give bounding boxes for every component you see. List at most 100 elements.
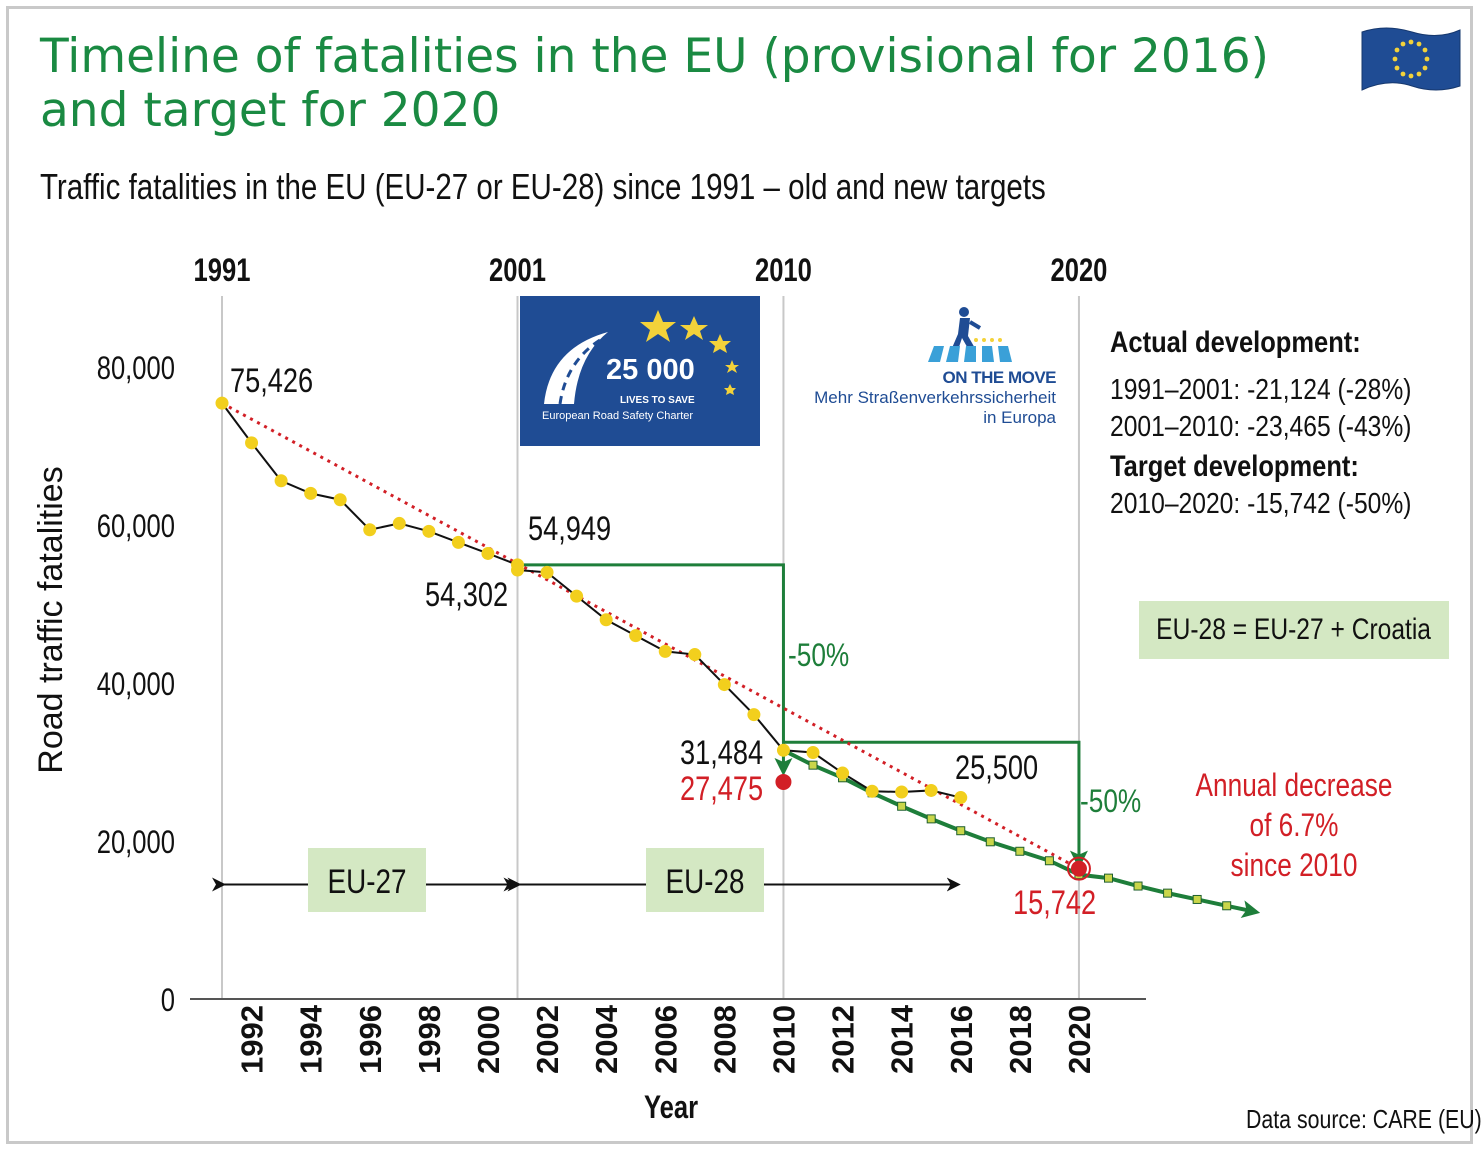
- eu28-point-2005: [629, 629, 643, 643]
- step-arrow-2001-2010: [517, 563, 793, 776]
- eu27-label-box: [308, 848, 426, 912]
- chart-subtitle: Traffic fatalities in the EU (EU-27 or E…: [40, 166, 1046, 207]
- x-tick-label-1998: 1998: [412, 1005, 447, 1074]
- actual-heading: Actual development:: [1110, 326, 1361, 359]
- x-tick-label-2016: 2016: [944, 1005, 979, 1074]
- eu28-point-2008: [717, 678, 731, 692]
- eu27-point-2000: [481, 546, 495, 560]
- eu28-label-box: [646, 848, 764, 912]
- eu27-point-1999: [451, 535, 465, 549]
- eu28-point-2003: [570, 589, 584, 603]
- eu27-point-1994: [304, 486, 318, 500]
- eu28-label: EU-28: [666, 862, 745, 900]
- eu28-point-2014: [895, 785, 909, 799]
- target-point-2017: [985, 837, 995, 847]
- eu28-point-2016: [954, 791, 968, 805]
- eu27-point-1991: [215, 396, 229, 410]
- on-the-move-line1: Mehr Straßenverkehrssicherheit: [814, 388, 1056, 407]
- logo-tagline: LIVES TO SAVE: [620, 395, 695, 406]
- eu28-point-2013: [865, 784, 879, 798]
- target-point-2023: [1163, 888, 1173, 898]
- eu27-point-1997: [392, 516, 406, 530]
- top-year-label-2020: 2020: [1050, 253, 1107, 288]
- target-point-2025: [1222, 901, 1232, 911]
- eu27-point-1993: [274, 474, 288, 488]
- eu28-point-2015: [924, 783, 938, 797]
- annual-decrease-line-3: since 2010: [1231, 849, 1358, 884]
- x-tick-label-2018: 2018: [1003, 1005, 1038, 1074]
- eu28-point-2007: [688, 648, 702, 662]
- x-tick-label-1994: 1994: [294, 1004, 329, 1074]
- target-point-2018: [1015, 846, 1025, 856]
- y-tick-label-80000: 80,000: [97, 351, 175, 386]
- step1-label: -50%: [788, 639, 849, 674]
- label-54949: 54,949: [528, 509, 611, 548]
- eu27-point-1996: [363, 523, 377, 537]
- logo-charter: European Road Safety Charter: [542, 410, 694, 422]
- x-tick-label-2010: 2010: [766, 1005, 801, 1074]
- logo-number: 25 000: [606, 354, 695, 386]
- y-tick-label-60000: 60,000: [97, 509, 175, 544]
- eu27-point-1998: [422, 524, 436, 538]
- target-heading: Target development:: [1110, 450, 1359, 483]
- eu28-point-2011: [806, 746, 820, 760]
- x-tick-label-1996: 1996: [353, 1005, 388, 1074]
- target-point-2016: [956, 826, 966, 836]
- red-point-2020: [1070, 860, 1087, 877]
- on-the-move-brand: ON THE MOVE: [942, 368, 1056, 387]
- eu28-point-2012: [836, 766, 850, 780]
- x-tick-label-2012: 2012: [826, 1005, 861, 1074]
- step2-label: -50%: [1080, 785, 1141, 820]
- x-tick-label-2014: 2014: [885, 1004, 920, 1074]
- road-icon: [544, 310, 739, 405]
- target-point-2011: [808, 760, 818, 770]
- pedestrian-crossing-icon: [928, 307, 1012, 362]
- x-axis-title: Year: [644, 1090, 698, 1125]
- linear-trend-line: [221, 401, 1080, 870]
- top-year-label-2001: 2001: [489, 253, 546, 288]
- data-source: Data source: CARE (EU): [1246, 1104, 1482, 1134]
- label-25500: 25,500: [955, 748, 1038, 787]
- x-tick-label-2008: 2008: [707, 1005, 742, 1074]
- actual-row-1: 1991–2001: -21,124 (-28%): [1110, 374, 1412, 406]
- x-tick-label-2000: 2000: [471, 1005, 506, 1074]
- y-tick-label-0: 0: [161, 983, 175, 1018]
- chart-frame: [6, 6, 1473, 1144]
- target-point-2019: [1044, 856, 1054, 866]
- y-axis-title: Road traffic fatalities: [32, 466, 70, 773]
- top-year-label-1991: 1991: [194, 253, 251, 288]
- on-the-move-line2: in Europa: [983, 408, 1056, 427]
- eu27-label: EU-27: [328, 862, 407, 900]
- eu-flag-icon: [1361, 27, 1461, 91]
- x-tick-label-2020: 2020: [1062, 1005, 1097, 1074]
- development-panel: Actual development: 1991–2001: -21,124 (…: [1110, 326, 1465, 521]
- road-safety-charter-logo: 25 000 LIVES TO SAVE European Road Safet…: [520, 296, 760, 446]
- x-tick-label-2002: 2002: [530, 1005, 565, 1074]
- eu28-point-2002: [540, 565, 554, 579]
- top-year-label-2010: 2010: [755, 253, 812, 288]
- eu28-point-2009: [747, 708, 761, 722]
- eu28-point-2010: [776, 743, 790, 757]
- annual-decrease-line-2: of 6.7%: [1250, 809, 1339, 844]
- annual-decrease-line-1: Annual decrease: [1196, 769, 1393, 804]
- target-row-1: 2010–2020: -15,742 (-50%): [1110, 488, 1412, 520]
- eu28-note: EU-28 = EU-27 + Croatia: [1139, 601, 1449, 659]
- step-arrow-2010-2020: [783, 740, 1088, 869]
- target-point-2014: [897, 801, 907, 811]
- x-tick-label-1992: 1992: [235, 1005, 270, 1074]
- x-tick-label-2004: 2004: [589, 1004, 624, 1074]
- label-54302: 54,302: [425, 575, 508, 614]
- label-15742: 15,742: [1013, 883, 1096, 922]
- on-the-move-logo: ON THE MOVE Mehr Straßenverkehrssicherhe…: [780, 306, 1056, 428]
- label-75426: 75,426: [230, 361, 313, 400]
- actual-row-2: 2001–2010: -23,465 (-43%): [1110, 411, 1412, 443]
- eu27-point-1992: [245, 436, 259, 450]
- y-tick-label-40000: 40,000: [97, 667, 175, 702]
- target-point-2021: [1104, 873, 1113, 883]
- eu28-point-2006: [658, 644, 672, 658]
- eu28-actual-line: [517, 569, 961, 799]
- y-tick-label-20000: 20,000: [97, 825, 175, 860]
- label-31484: 31,484: [680, 733, 763, 772]
- target-point-2024: [1192, 894, 1202, 904]
